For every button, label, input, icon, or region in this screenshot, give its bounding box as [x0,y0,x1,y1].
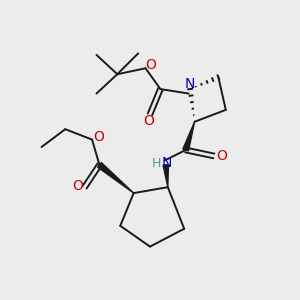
Text: H: H [152,157,161,170]
Text: N: N [162,156,172,170]
Text: O: O [216,149,227,163]
Text: O: O [143,114,154,128]
Polygon shape [183,122,195,151]
Text: O: O [73,179,83,193]
Text: N: N [185,77,195,91]
Text: O: O [93,130,104,144]
Polygon shape [163,165,168,187]
Polygon shape [98,163,134,193]
Text: O: O [146,58,156,72]
